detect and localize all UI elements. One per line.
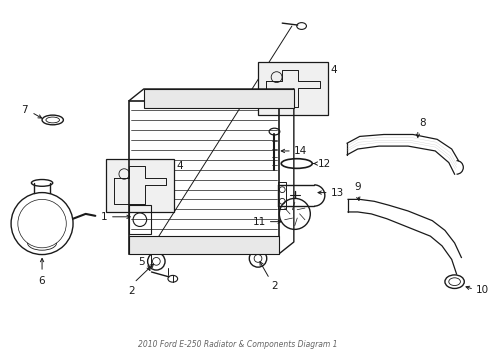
- Bar: [129, 205, 150, 234]
- Text: 12: 12: [317, 158, 331, 168]
- Text: 6: 6: [39, 276, 45, 286]
- Bar: [143, 89, 293, 108]
- Bar: [129, 236, 279, 253]
- Text: 11: 11: [252, 217, 265, 227]
- Text: 2010 Ford E-250 Radiator & Components Diagram 1: 2010 Ford E-250 Radiator & Components Di…: [138, 340, 337, 349]
- Text: 14: 14: [293, 146, 306, 156]
- Text: 4: 4: [330, 64, 337, 75]
- Text: 2: 2: [271, 281, 278, 291]
- Text: 2: 2: [127, 285, 134, 296]
- Bar: [106, 159, 173, 212]
- Text: 8: 8: [419, 118, 426, 128]
- Bar: [129, 100, 279, 253]
- Text: 13: 13: [330, 188, 343, 198]
- Text: 7: 7: [21, 105, 27, 115]
- Text: 10: 10: [475, 285, 488, 296]
- Text: 9: 9: [354, 182, 360, 192]
- Text: 4: 4: [176, 161, 183, 171]
- Text: 1: 1: [101, 212, 108, 222]
- Text: 3: 3: [114, 195, 121, 205]
- Text: 3: 3: [266, 99, 273, 108]
- Bar: [278, 182, 285, 209]
- Text: 5: 5: [138, 257, 144, 267]
- Bar: [258, 62, 327, 115]
